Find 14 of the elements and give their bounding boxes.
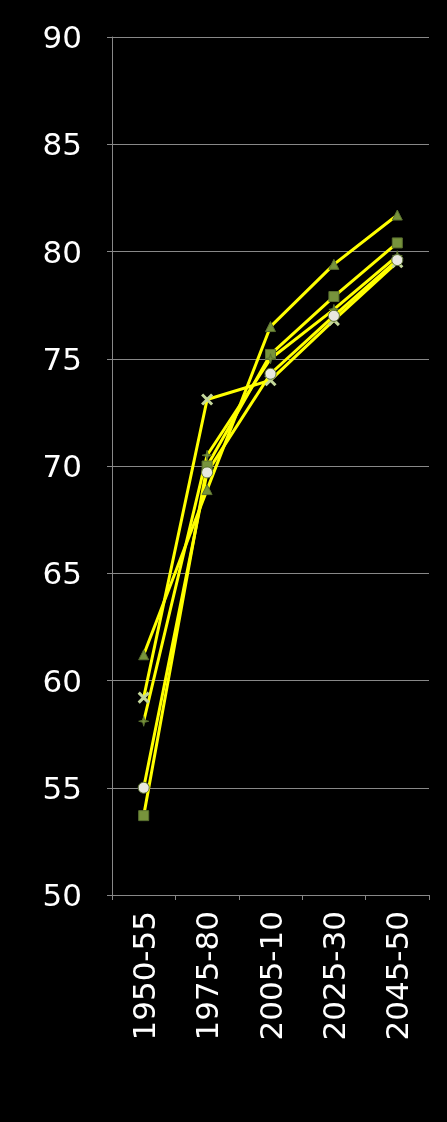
y-tick-label: 90 — [42, 19, 82, 55]
y-tick-label: 70 — [42, 448, 82, 484]
x-tick-label: 2005-10 — [252, 911, 289, 1041]
y-tick-label: 50 — [42, 877, 82, 913]
x-tick-label: 2025-30 — [315, 911, 352, 1041]
x-tick-label: 1975-80 — [189, 911, 226, 1041]
y-tick-label: 85 — [42, 126, 82, 163]
x-tick-label: 1950-55 — [125, 911, 162, 1041]
y-tick-label: 60 — [42, 662, 82, 699]
y-tick-label: 80 — [42, 233, 82, 270]
y-tick-label: 75 — [42, 340, 82, 377]
y-tick-label: 55 — [42, 769, 82, 806]
y-tick-label: 65 — [42, 555, 82, 592]
x-tick-label: 2045-50 — [379, 911, 416, 1041]
